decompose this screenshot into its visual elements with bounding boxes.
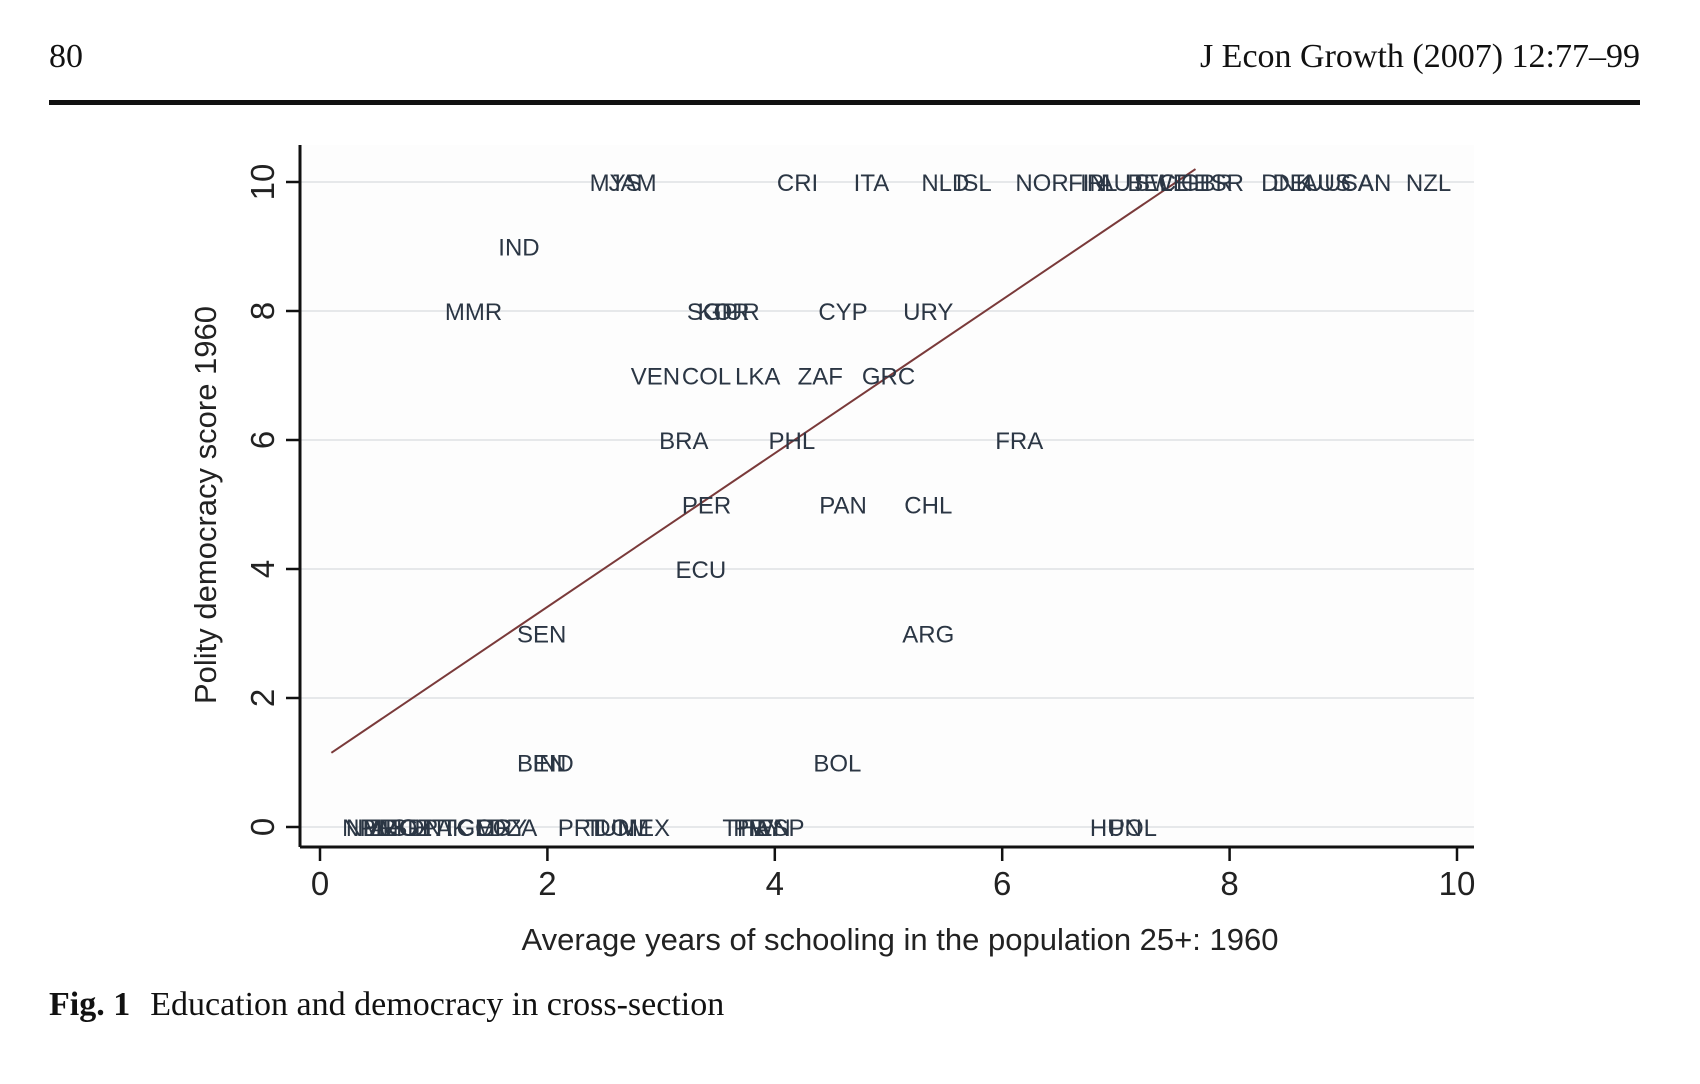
point-label: KOR [698, 299, 750, 326]
gridlines [300, 145, 1474, 847]
point-label: COL [682, 364, 731, 391]
point-label: ESP [756, 815, 804, 842]
point-label: FRA [995, 428, 1043, 455]
x-tick-label: 10 [1439, 865, 1476, 902]
x-tick-label: 4 [766, 865, 784, 902]
point-label: IND [498, 235, 539, 262]
y-tick-label: 4 [244, 560, 281, 578]
point-label: THA [722, 815, 770, 842]
point-label: MOZ [379, 815, 432, 842]
point-label: SDN [391, 815, 442, 842]
point-label: FIN [1068, 170, 1107, 197]
point-label: GBR [1181, 170, 1233, 197]
x-tick-label: 8 [1220, 865, 1238, 902]
point-label: CMR [458, 815, 513, 842]
running-head: J Econ Growth (2007) 12:77–99 [1199, 38, 1640, 75]
x-tick-label: 2 [538, 865, 556, 902]
point-label: ECU [676, 557, 727, 584]
point-label: LKA [735, 364, 780, 391]
point-label: MEX [618, 815, 670, 842]
point-label: ZAF [798, 364, 843, 391]
plot-background [300, 145, 1474, 847]
point-label: SGP [687, 299, 738, 326]
point-label: CYP [818, 299, 867, 326]
point-label: DEU [1272, 170, 1323, 197]
point-label: CRI [777, 170, 818, 197]
point-label: ISL [956, 170, 992, 197]
y-tick-label: 8 [244, 302, 281, 320]
point-label: MYS [590, 170, 642, 197]
point-label: PHL [769, 428, 816, 455]
point-label: PRY [733, 815, 782, 842]
point-label: BOL [813, 751, 861, 778]
point-label: BRA [659, 428, 708, 455]
point-label: NPL [342, 815, 389, 842]
point-label: USA [1324, 170, 1373, 197]
x-axis-title: Average years of schooling in the popula… [522, 922, 1279, 957]
point-label: SWE [1134, 170, 1189, 197]
figure-caption-text: Education and democracy in cross-section [150, 986, 725, 1023]
point-label: HTI [414, 815, 453, 842]
fit-line [330, 168, 1197, 754]
point-label: TUN [585, 815, 634, 842]
fit-line-group [330, 168, 1197, 754]
point-label: AUS [1302, 170, 1351, 197]
point-label: DZA [489, 815, 537, 842]
point-label: CAN [1341, 170, 1392, 197]
point-label: HUN [1090, 815, 1142, 842]
point-label: CHE [1159, 170, 1210, 197]
point-label: URY [903, 299, 953, 326]
point-label: AFG [369, 815, 418, 842]
point-label: DNK [1261, 170, 1312, 197]
point-label: SEN [517, 622, 566, 649]
point-label: NLD [921, 170, 969, 197]
point-label: PAK [422, 815, 468, 842]
point-label: EGY [477, 815, 528, 842]
point-label: AUT [1098, 170, 1146, 197]
point-label: JAM [609, 170, 657, 197]
point-label: MLI [363, 815, 403, 842]
point-label: VEN [631, 364, 680, 391]
figure-label: Fig. 1 [49, 986, 131, 1023]
point-label: BEL [1127, 170, 1172, 197]
point-label: NER [346, 815, 397, 842]
point-label: POL [1109, 815, 1157, 842]
point-label: ARG [902, 622, 954, 649]
point-label: IRL [1080, 170, 1117, 197]
point-label: IND [532, 751, 573, 778]
point-label: ISR [1204, 170, 1244, 197]
point-label: PER [682, 493, 731, 520]
point-label: CHL [904, 493, 952, 520]
point-label: DOM [593, 815, 649, 842]
header-rule [49, 100, 1640, 105]
point-label: TUR [710, 299, 759, 326]
point-label: MMR [445, 299, 502, 326]
page-number: 80 [49, 38, 83, 75]
point-label: PRT [558, 815, 606, 842]
point-label: GRC [862, 364, 915, 391]
y-axis-title: Polity democracy score 1960 [188, 306, 223, 704]
y-tick-label: 6 [244, 431, 281, 449]
y-tick-label: 10 [244, 164, 281, 201]
point-label: BEN [517, 751, 566, 778]
point-label: NOR [1015, 170, 1068, 197]
axes: 0 2 4 6 8 10 0 2 4 6 8 10 [244, 145, 1475, 902]
figure-caption: Fig. 1 Education and democracy in cross-s… [49, 986, 724, 1024]
point-label: NZL [1406, 170, 1451, 197]
y-tick-label: 0 [244, 818, 281, 836]
point-label: TWN [736, 815, 791, 842]
point-label: ITA [854, 170, 890, 197]
point-label: TGO [442, 815, 494, 842]
x-tick-label: 6 [993, 865, 1011, 902]
point-label: PAN [819, 493, 867, 520]
y-tick-label: 2 [244, 689, 281, 707]
x-tick-label: 0 [311, 865, 329, 902]
